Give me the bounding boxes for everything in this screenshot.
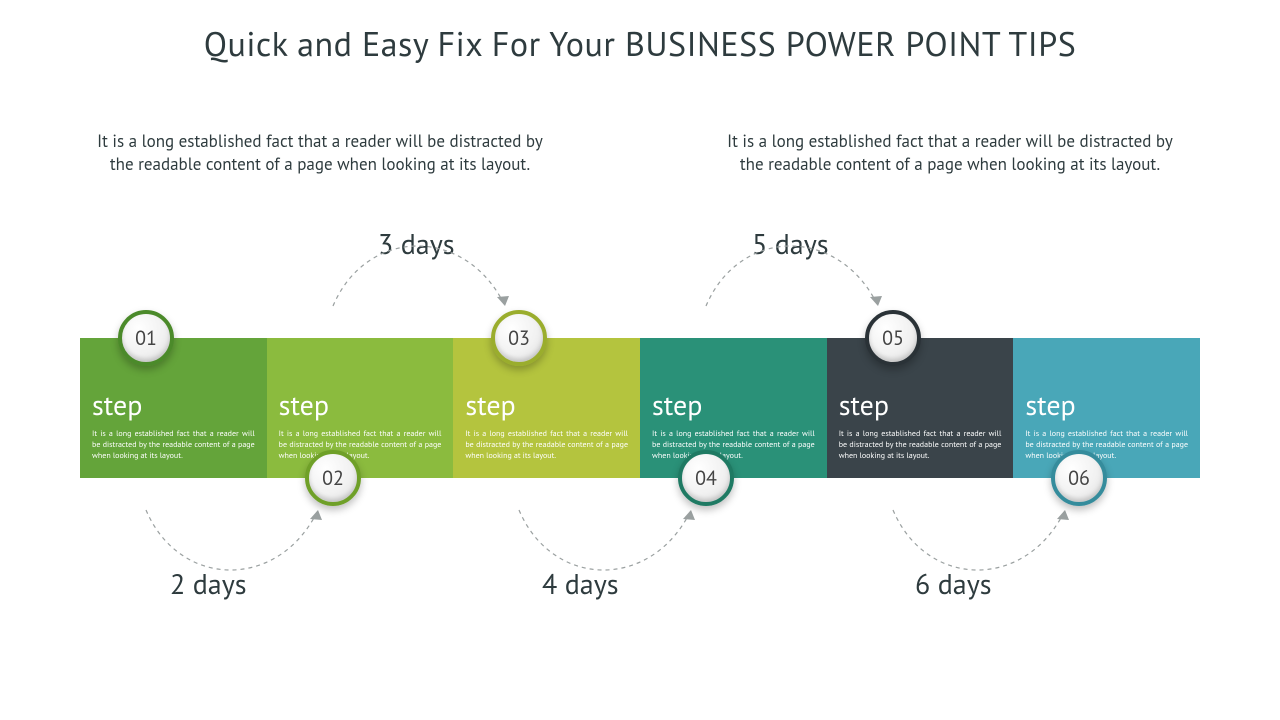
step-body: It is a long established fact that a rea… (465, 429, 628, 461)
step-block-1: step It is a long established fact that … (80, 338, 267, 478)
step-block-4: step It is a long established fact that … (640, 338, 827, 478)
duration-bottom-3: 6 days (915, 565, 992, 602)
step-body: It is a long established fact that a rea… (92, 429, 255, 461)
step-label: step (465, 386, 628, 423)
step-badge-5: 05 (865, 310, 921, 366)
step-block-2: step It is a long established fact that … (267, 338, 454, 478)
step-number: 03 (508, 325, 530, 351)
step-label: step (1025, 386, 1188, 423)
step-number: 01 (135, 325, 157, 351)
step-label: step (839, 386, 1002, 423)
duration-bottom-1: 2 days (170, 565, 247, 602)
slide-title: Quick and Easy Fix For Your BUSINESS POW… (0, 22, 1280, 66)
step-body: It is a long established fact that a rea… (652, 429, 815, 461)
duration-bottom-2: 4 days (542, 565, 619, 602)
step-badge-6: 06 (1051, 450, 1107, 506)
step-block-6: step It is a long established fact that … (1013, 338, 1200, 478)
step-block-3: step It is a long established fact that … (453, 338, 640, 478)
step-timeline: step It is a long established fact that … (80, 338, 1200, 478)
description-left: It is a long established fact that a rea… (90, 130, 550, 176)
step-body: It is a long established fact that a rea… (279, 429, 442, 461)
duration-top-2: 5 days (752, 225, 829, 262)
duration-top-1: 3 days (378, 225, 455, 262)
step-label: step (92, 386, 255, 423)
step-label: step (279, 386, 442, 423)
step-number: 06 (1068, 465, 1090, 491)
step-badge-1: 01 (118, 310, 174, 366)
step-number: 02 (322, 465, 344, 491)
step-number: 04 (695, 465, 717, 491)
step-label: step (652, 386, 815, 423)
step-body: It is a long established fact that a rea… (1025, 429, 1188, 461)
step-badge-2: 02 (305, 450, 361, 506)
step-number: 05 (882, 325, 904, 351)
step-block-5: step It is a long established fact that … (827, 338, 1014, 478)
step-badge-4: 04 (678, 450, 734, 506)
description-right: It is a long established fact that a rea… (720, 130, 1180, 176)
step-body: It is a long established fact that a rea… (839, 429, 1002, 461)
step-badge-3: 03 (491, 310, 547, 366)
